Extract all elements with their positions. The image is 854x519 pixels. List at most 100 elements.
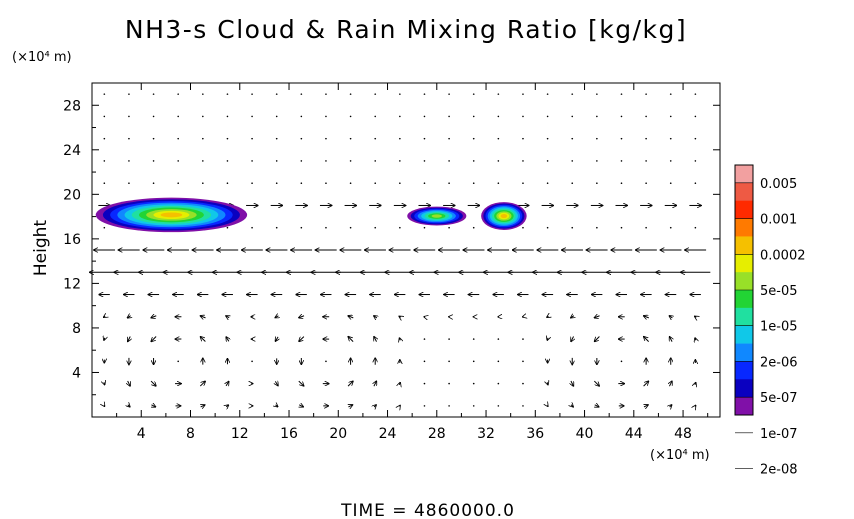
wind-calm-point	[472, 226, 475, 229]
colorbar-swatch	[735, 236, 753, 255]
wind-vector	[547, 316, 549, 317]
y-tick-label: 16	[63, 232, 81, 248]
x-axis: 4 8 12 16 20 24 28 32 36 40 44 48	[116, 83, 709, 442]
wind-calm-point	[448, 360, 450, 363]
wind-calm-point	[448, 137, 450, 140]
wind-calm-point	[374, 226, 377, 229]
colorbar-label: 2e-08	[760, 463, 798, 478]
cloud-mixing-ratio-field	[95, 197, 527, 233]
wind-calm-point	[472, 338, 475, 340]
wind-calm-point	[620, 93, 623, 95]
wind-vector	[547, 338, 548, 341]
wind-calm-point	[423, 137, 426, 140]
wind-vector	[547, 405, 548, 406]
wind-calm-point	[546, 115, 549, 118]
wind-calm-point	[128, 137, 130, 140]
wind-calm-point	[423, 182, 426, 184]
wind-calm-point	[546, 137, 549, 140]
wind-calm-point	[645, 160, 647, 162]
wind-calm-point	[669, 93, 672, 95]
wind-vector	[299, 336, 305, 342]
wind-calm-point	[546, 93, 549, 95]
wind-calm-point	[694, 115, 697, 118]
y-tick-label: 24	[63, 143, 81, 159]
colorbar-label: 1e-05	[760, 320, 798, 335]
wind-vector	[571, 380, 574, 386]
colorbar-label: 0.0002	[760, 248, 806, 263]
wind-vector	[374, 316, 377, 318]
wind-vector	[275, 337, 278, 341]
wind-calm-point	[275, 115, 278, 118]
wind-vector	[669, 336, 672, 342]
time-footer: TIME = 4860000.0	[340, 501, 515, 519]
wind-calm-point	[694, 226, 697, 229]
y-tick-label: 20	[63, 187, 81, 203]
wind-calm-point	[645, 115, 647, 118]
wind-calm-point	[349, 160, 352, 162]
wind-calm-point	[596, 115, 598, 118]
cloud-contour	[431, 214, 442, 218]
wind-calm-point	[325, 93, 327, 95]
wind-calm-point	[103, 93, 106, 95]
x-unit-label: (×10⁴ m)	[650, 448, 710, 463]
wind-calm-point	[571, 115, 574, 118]
wind-calm-point	[669, 115, 672, 118]
wind-vector	[669, 316, 672, 318]
wind-vector	[374, 381, 377, 387]
wind-calm-point	[423, 360, 426, 363]
colorbar-label: 5e-07	[760, 391, 798, 406]
wind-calm-point	[472, 160, 475, 162]
wind-calm-point	[325, 226, 327, 229]
wind-calm-point	[251, 360, 253, 363]
wind-vector	[226, 316, 229, 318]
x-tick-label: 16	[280, 426, 298, 442]
wind-calm-point	[300, 160, 303, 162]
wind-calm-point	[694, 160, 697, 162]
wind-calm-point	[472, 182, 475, 184]
wind-calm-point	[349, 182, 352, 184]
wind-calm-point	[522, 115, 524, 118]
wind-calm-point	[694, 93, 697, 95]
cloud-contour	[500, 214, 508, 219]
wind-calm-point	[448, 182, 450, 184]
wind-calm-point	[497, 93, 500, 95]
wind-calm-point	[645, 226, 647, 229]
wind-vector	[694, 316, 696, 317]
y-tick-label: 12	[63, 276, 81, 292]
wind-calm-point	[620, 182, 623, 184]
wind-calm-point	[571, 160, 574, 162]
colorbar-swatch	[735, 272, 753, 291]
wind-vector	[571, 316, 574, 318]
wind-vector	[374, 405, 376, 407]
wind-calm-point	[497, 405, 500, 407]
wind-calm-point	[300, 115, 303, 118]
wind-vector	[695, 338, 696, 341]
wind-vector	[399, 338, 400, 341]
colorbar-label: 1e-07	[760, 427, 798, 442]
x-tick-label: 32	[477, 426, 495, 442]
chart-title: NH3-s Cloud & Rain Mixing Ratio [kg/kg]	[125, 15, 687, 44]
x-tick-label: 20	[329, 426, 347, 442]
wind-calm-point	[472, 405, 475, 407]
wind-calm-point	[128, 182, 130, 184]
wind-calm-point	[251, 137, 253, 140]
wind-calm-point	[128, 93, 130, 95]
wind-vector	[571, 405, 573, 407]
colorbar-swatch	[735, 361, 753, 380]
wind-calm-point	[522, 182, 524, 184]
wind-calm-point	[522, 137, 524, 140]
wind-calm-point	[300, 226, 303, 229]
plot-frame	[91, 82, 721, 418]
wind-calm-point	[472, 137, 475, 140]
wind-calm-point	[202, 182, 204, 184]
wind-calm-point	[571, 226, 574, 229]
wind-vector	[226, 381, 229, 385]
wind-calm-point	[522, 160, 524, 162]
wind-calm-point	[669, 160, 672, 162]
wind-calm-point	[325, 115, 327, 118]
colorbar-label: 0.001	[760, 213, 797, 228]
wind-vector	[299, 405, 303, 407]
wind-calm-point	[103, 226, 106, 229]
wind-vector	[669, 381, 672, 387]
